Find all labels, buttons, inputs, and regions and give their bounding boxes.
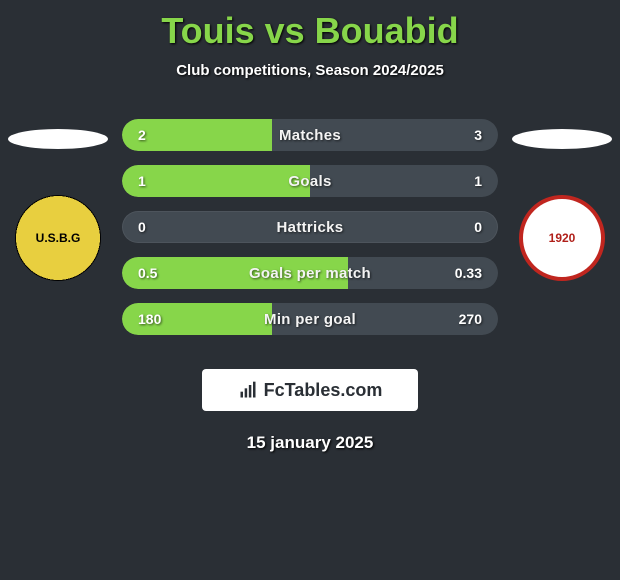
brand-text: FcTables.com	[264, 380, 383, 401]
stat-value-left: 2	[138, 127, 146, 143]
stat-label: Goals per match	[249, 265, 371, 282]
stat-fill-left	[122, 165, 310, 197]
left-team-crest: U.S.B.G	[15, 195, 101, 281]
page-title: Touis vs Bouabid	[0, 0, 620, 52]
right-side: 1920	[512, 119, 612, 281]
left-player-oval	[8, 129, 108, 149]
stat-value-left: 1	[138, 173, 146, 189]
page-subtitle: Club competitions, Season 2024/2025	[0, 62, 620, 79]
stat-value-left: 180	[138, 311, 161, 327]
stats-area: U.S.B.G 2 Matches 3 1 Goals 1 0 Hattricks 0 0.5 Go…	[0, 119, 620, 349]
stat-fill-right	[310, 165, 498, 197]
brand-box[interactable]: FcTables.com	[202, 369, 418, 411]
stat-bar: 180 Min per goal 270	[122, 303, 498, 335]
stat-bar: 0 Hattricks 0	[122, 211, 498, 243]
footer-date: 15 january 2025	[0, 433, 620, 453]
stat-label: Hattricks	[277, 219, 344, 236]
stat-bar: 1 Goals 1	[122, 165, 498, 197]
stat-value-left: 0.5	[138, 265, 157, 281]
stat-label: Goals	[288, 173, 331, 190]
stat-bar: 0.5 Goals per match 0.33	[122, 257, 498, 289]
stat-bars: 2 Matches 3 1 Goals 1 0 Hattricks 0 0.5 Goals per …	[108, 119, 512, 349]
stat-value-left: 0	[138, 219, 146, 235]
stat-bar: 2 Matches 3	[122, 119, 498, 151]
stat-value-right: 270	[459, 311, 482, 327]
left-crest-label: U.S.B.G	[32, 232, 85, 244]
right-team-crest: 1920	[519, 195, 605, 281]
right-player-oval	[512, 129, 612, 149]
stat-value-right: 0	[474, 219, 482, 235]
stat-value-right: 3	[474, 127, 482, 143]
stat-label: Min per goal	[264, 311, 356, 328]
left-side: U.S.B.G	[8, 119, 108, 281]
bar-chart-icon	[238, 380, 258, 400]
stat-value-right: 1	[474, 173, 482, 189]
right-crest-label: 1920	[545, 232, 580, 244]
stat-value-right: 0.33	[455, 265, 482, 281]
stat-label: Matches	[279, 127, 341, 144]
